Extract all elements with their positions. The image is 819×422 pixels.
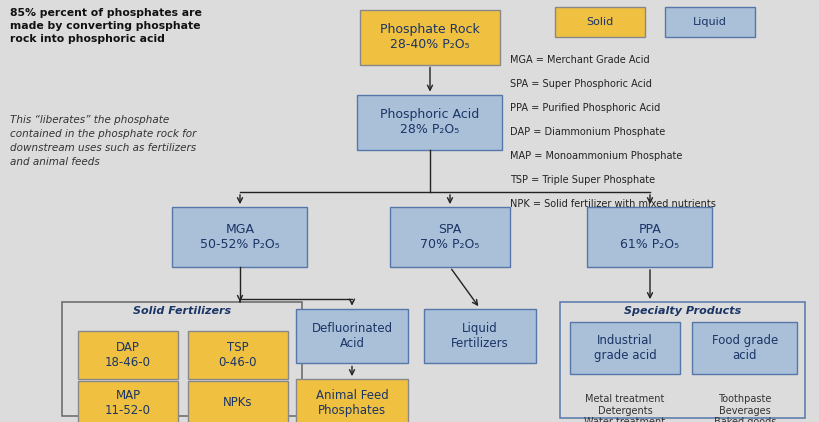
Text: Liquid: Liquid xyxy=(692,17,726,27)
FancyBboxPatch shape xyxy=(664,7,754,37)
FancyBboxPatch shape xyxy=(554,7,645,37)
Text: Metal treatment
Detergents
Water treatment: Metal treatment Detergents Water treatme… xyxy=(584,394,665,422)
Text: TSP = Triple Super Phosphate: TSP = Triple Super Phosphate xyxy=(509,175,654,185)
FancyBboxPatch shape xyxy=(357,95,502,149)
Text: Phosphoric Acid
28% P₂O₅: Phosphoric Acid 28% P₂O₅ xyxy=(380,108,479,136)
Text: Industrial
grade acid: Industrial grade acid xyxy=(593,334,655,362)
Text: MAP
11-52-0: MAP 11-52-0 xyxy=(105,389,151,417)
Text: MGA = Merchant Grade Acid: MGA = Merchant Grade Acid xyxy=(509,55,649,65)
Text: Animal Feed
Phosphates: Animal Feed Phosphates xyxy=(315,389,388,417)
FancyBboxPatch shape xyxy=(172,207,307,267)
Text: SPA
70% P₂O₅: SPA 70% P₂O₅ xyxy=(420,223,479,251)
FancyBboxPatch shape xyxy=(188,381,287,422)
FancyBboxPatch shape xyxy=(360,10,500,65)
Text: Toothpaste
Beverages
Baked goods: Toothpaste Beverages Baked goods xyxy=(713,394,776,422)
Text: Solid Fertilizers: Solid Fertilizers xyxy=(133,306,231,316)
Text: DAP = Diammonium Phosphate: DAP = Diammonium Phosphate xyxy=(509,127,664,137)
FancyBboxPatch shape xyxy=(423,308,536,363)
Text: Food grade
acid: Food grade acid xyxy=(711,334,777,362)
Text: Solid: Solid xyxy=(586,17,613,27)
Text: NPK = Solid fertilizer with mixed nutrients: NPK = Solid fertilizer with mixed nutrie… xyxy=(509,199,715,209)
FancyBboxPatch shape xyxy=(78,381,178,422)
Text: MAP = Monoammonium Phosphate: MAP = Monoammonium Phosphate xyxy=(509,151,681,161)
Text: PPA
61% P₂O₅: PPA 61% P₂O₅ xyxy=(620,223,679,251)
FancyBboxPatch shape xyxy=(692,322,797,374)
FancyBboxPatch shape xyxy=(296,379,408,422)
Text: 85% percent of phosphates are
made by converting phosphate
rock into phosphoric : 85% percent of phosphates are made by co… xyxy=(10,8,201,44)
FancyBboxPatch shape xyxy=(296,308,408,363)
FancyBboxPatch shape xyxy=(188,331,287,379)
Text: NPKs: NPKs xyxy=(223,397,252,409)
Text: TSP
0-46-0: TSP 0-46-0 xyxy=(219,341,257,369)
Text: This “liberates” the phosphate
contained in the phosphate rock for
downstream us: This “liberates” the phosphate contained… xyxy=(10,115,196,167)
Text: PPA = Purified Phosphoric Acid: PPA = Purified Phosphoric Acid xyxy=(509,103,659,113)
FancyBboxPatch shape xyxy=(390,207,509,267)
Text: Liquid
Fertilizers: Liquid Fertilizers xyxy=(450,322,509,350)
Text: DAP
18-46-0: DAP 18-46-0 xyxy=(105,341,151,369)
Text: Defluorinated
Acid: Defluorinated Acid xyxy=(311,322,392,350)
Text: SPA = Super Phosphoric Acid: SPA = Super Phosphoric Acid xyxy=(509,79,651,89)
Text: Phosphate Rock
28-40% P₂O₅: Phosphate Rock 28-40% P₂O₅ xyxy=(380,23,479,51)
Text: Specialty Products: Specialty Products xyxy=(623,306,740,316)
Text: MGA
50-52% P₂O₅: MGA 50-52% P₂O₅ xyxy=(200,223,279,251)
FancyBboxPatch shape xyxy=(78,331,178,379)
FancyBboxPatch shape xyxy=(569,322,679,374)
FancyBboxPatch shape xyxy=(586,207,712,267)
